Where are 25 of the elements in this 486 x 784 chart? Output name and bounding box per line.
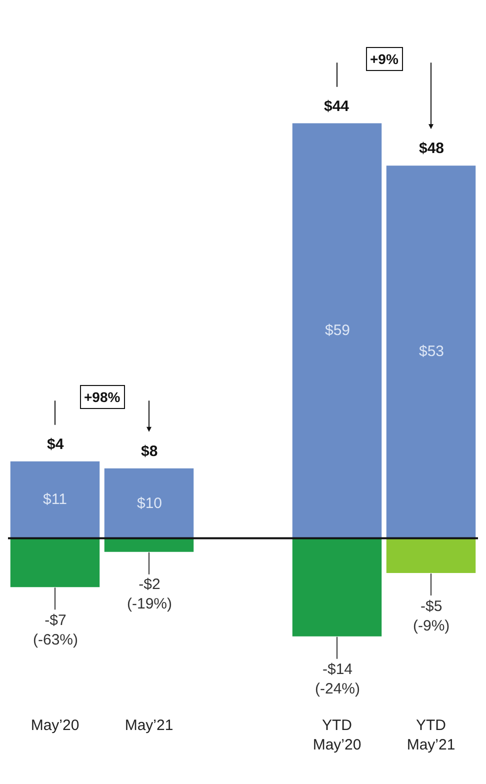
x-tick-label: May’20 [30,717,80,734]
bar [9,538,101,588]
data-label: $11 [43,491,67,508]
x-tick-label: YTD May’21 [406,717,456,754]
data-label: $53 [419,343,444,360]
text: +9% [370,51,399,67]
data-label: -$5 (-9%) [413,598,450,634]
total-label: $4 [47,436,64,453]
bar [291,122,383,539]
data-label: $59 [325,322,350,339]
bar [291,538,383,638]
total-label: $8 [141,443,158,460]
bar [385,538,477,574]
data-label: -$2 (-19%) [127,576,172,612]
x-tick-label: YTD May’20 [312,717,362,754]
total-label: $44 [324,98,350,115]
bar [9,460,101,539]
annotation: +98% [84,389,121,405]
x-tick-label: May’21 [124,717,174,734]
data-label: -$14 (-24%) [315,661,360,698]
bar [103,467,195,539]
data-label: $10 [137,495,162,512]
bar [385,164,477,539]
data-label: -$7 (-63%) [33,612,78,648]
total-label: $48 [419,140,444,157]
